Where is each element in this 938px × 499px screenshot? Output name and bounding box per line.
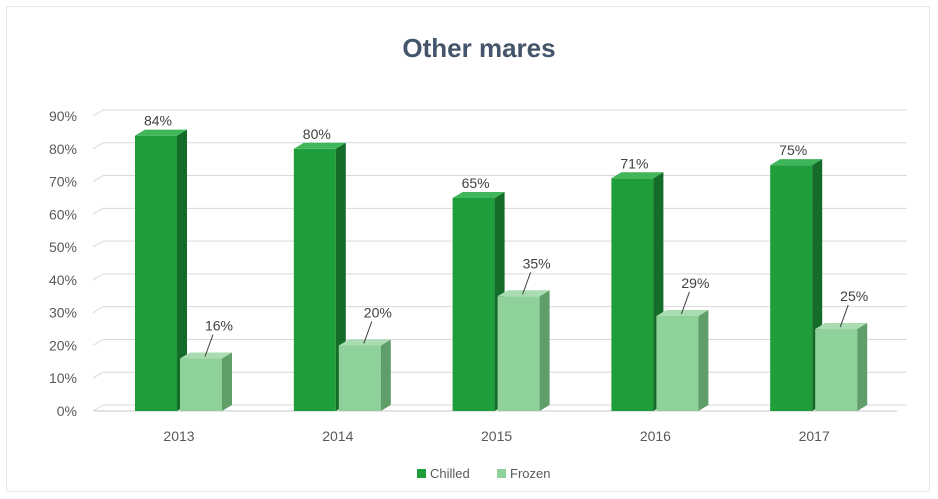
legend-label-chilled: Chilled [430, 466, 470, 481]
y-tick-label: 10% [49, 370, 77, 386]
bar-top-frozen-2013 [180, 352, 232, 359]
y-tick-label: 40% [49, 272, 77, 288]
data-labels: 84% 16% 80% 20% 65% 35% 71% 29% 75% 25% [144, 113, 868, 357]
gridline-depth [92, 404, 104, 412]
bar-top-chilled-2013 [135, 129, 187, 136]
bar-top-chilled-2016 [611, 172, 664, 179]
leader-line-frozen-2015 [522, 272, 532, 295]
data-label-chilled-2014: 80% [303, 126, 331, 142]
gridline-depth [92, 207, 104, 215]
bar-side-frozen-2013 [222, 352, 232, 411]
bar-chart: Other mares 0% 10% 20% 30% 40% 50% 60% 70% 80% 90… [49, 33, 907, 481]
bar-chilled-2014 [293, 148, 336, 411]
bar-top-frozen-2016 [656, 309, 709, 316]
leader-line-frozen-2013 [204, 334, 214, 357]
bar-top-frozen-2015 [497, 290, 550, 297]
gridline-depth [92, 240, 104, 248]
legend-label-frozen: Frozen [510, 466, 550, 481]
gridline-depth [92, 306, 104, 314]
leader-line-frozen-2017 [839, 304, 849, 328]
data-label-chilled-2013: 84% [144, 113, 172, 129]
y-tick-label: 60% [49, 206, 77, 222]
y-tick-label: 20% [49, 337, 77, 353]
data-label-chilled-2017: 75% [779, 142, 807, 158]
category-label-2014: 2014 [322, 428, 353, 444]
bar-top-frozen-2014 [338, 339, 391, 346]
category-label-2015: 2015 [481, 428, 512, 444]
y-tick-label: 50% [49, 239, 77, 255]
bar-frozen-2014 [338, 345, 381, 411]
leader-line-frozen-2014 [363, 321, 373, 344]
gridline-depth [92, 371, 104, 379]
category-label-2017: 2017 [799, 428, 830, 444]
gridline-depth [92, 142, 104, 150]
gridline-depth [92, 339, 104, 346]
bar-side-frozen-2014 [380, 339, 391, 411]
bar-frozen-2015 [497, 296, 540, 411]
bar-top-chilled-2015 [452, 191, 505, 198]
gridline-depth [92, 109, 104, 117]
data-label-chilled-2015: 65% [462, 175, 490, 191]
bar-chilled-2017 [770, 165, 813, 411]
data-label-frozen-2016: 29% [681, 275, 709, 291]
bar-chilled-2015 [452, 197, 495, 411]
bar-chilled-2013 [135, 135, 177, 411]
y-axis-ticks: 0% 10% 20% 30% 40% 50% 60% 70% 80% 90% [49, 108, 77, 419]
y-tick-label: 0% [57, 403, 77, 419]
x-axis-categories: 2013 2014 2015 2016 2017 [163, 428, 830, 444]
data-label-frozen-2015: 35% [523, 255, 551, 271]
y-tick-label: 30% [49, 305, 77, 321]
gridline-depth [92, 273, 104, 281]
chart-title: Other mares [402, 33, 555, 63]
bar-side-frozen-2015 [539, 290, 550, 411]
y-tick-label: 80% [49, 141, 77, 157]
data-label-frozen-2017: 25% [840, 288, 868, 304]
bar-side-chilled-2013 [177, 129, 187, 411]
category-label-2013: 2013 [163, 428, 194, 444]
y-tick-label: 90% [49, 108, 77, 124]
leader-line-frozen-2016 [680, 291, 690, 315]
bar-top-frozen-2017 [815, 323, 868, 330]
chart-frame: Other mares 0% 10% 20% 30% 40% 50% 60% 70% 80% 90… [6, 6, 930, 492]
bar-side-frozen-2017 [857, 323, 868, 411]
bar-side-frozen-2016 [698, 309, 709, 411]
legend-swatch-frozen [497, 469, 506, 478]
bar-frozen-2017 [815, 329, 858, 411]
gridline-depth [92, 175, 104, 182]
data-label-frozen-2014: 20% [364, 304, 392, 320]
bar-frozen-2013 [180, 358, 222, 411]
bar-chilled-2016 [611, 178, 654, 411]
category-label-2016: 2016 [640, 428, 671, 444]
legend-swatch-chilled [417, 469, 426, 478]
y-tick-label: 70% [49, 174, 77, 190]
legend: Chilled Frozen [417, 466, 550, 481]
bar-top-chilled-2014 [293, 142, 346, 149]
bar-top-chilled-2017 [770, 159, 823, 166]
data-label-chilled-2016: 71% [620, 155, 648, 171]
data-label-frozen-2013: 16% [205, 318, 233, 334]
bars [135, 129, 868, 411]
bar-frozen-2016 [656, 315, 699, 411]
